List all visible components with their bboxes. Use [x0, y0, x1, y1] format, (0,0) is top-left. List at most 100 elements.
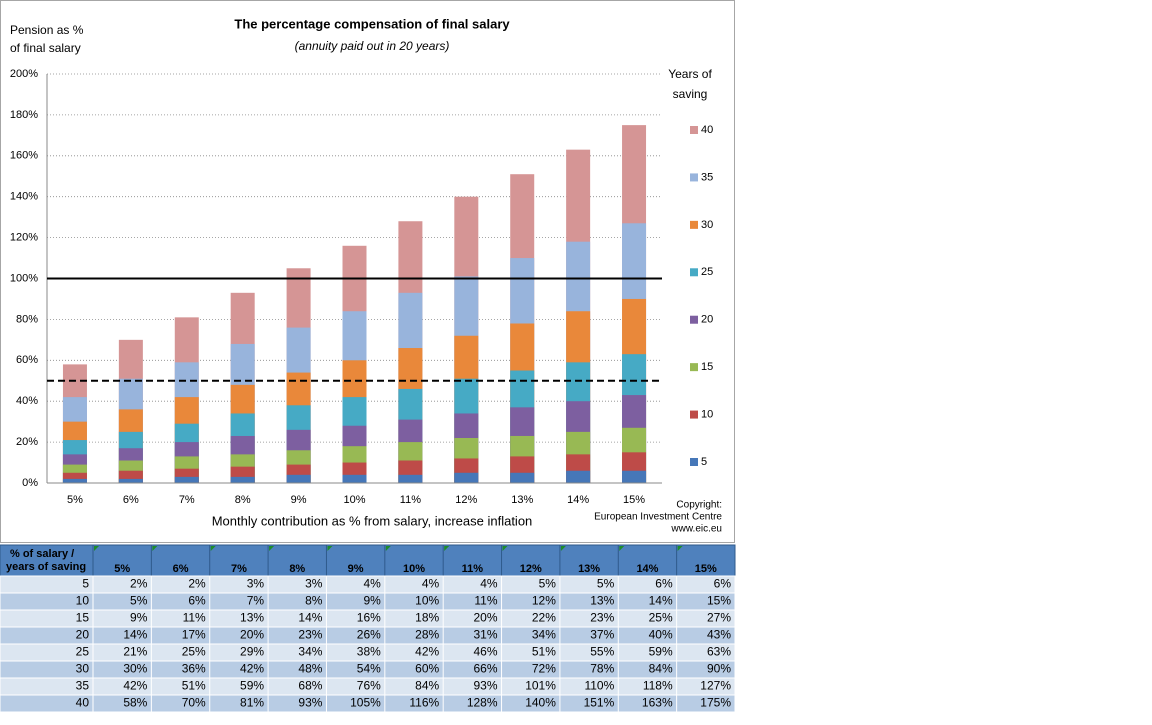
table-cell: 14% [649, 594, 673, 608]
table-cell: 13% [240, 611, 264, 625]
table-cell: 105% [350, 696, 381, 710]
table-col-header: 5% [114, 563, 130, 575]
table-cell: 93% [298, 696, 322, 710]
table-cell: 31% [474, 628, 498, 642]
cell-marker [210, 546, 216, 551]
table-cell: 5% [539, 577, 557, 591]
table-col-header: 7% [231, 563, 247, 575]
legend-label: 10 [701, 408, 713, 420]
legend-label: 25 [701, 266, 713, 278]
table-row-header: 30 [76, 662, 90, 676]
table-cell: 5% [130, 594, 148, 608]
table-cell: 12% [532, 594, 556, 608]
table-cell: 90% [707, 662, 731, 676]
bar [398, 474, 423, 483]
x-tick-label: 9% [291, 494, 307, 506]
bar [118, 478, 143, 483]
table-cell: 29% [240, 645, 264, 659]
cell-marker [327, 546, 333, 551]
table-cell: 23% [298, 628, 322, 642]
table-cell: 37% [590, 628, 614, 642]
y-axis-label: Pension as % [10, 23, 84, 37]
x-axis-label: Monthly contribution as % from salary, i… [212, 513, 533, 528]
table-cell: 68% [298, 679, 322, 693]
table-cell: 58% [123, 696, 147, 710]
chart-subtitle: (annuity paid out in 20 years) [295, 39, 450, 53]
table-col-header: 11% [462, 563, 484, 575]
table-cell: 13% [590, 594, 614, 608]
table-cell: 3% [247, 577, 265, 591]
x-tick-label: 8% [235, 494, 251, 506]
table-row-header: 40 [76, 696, 90, 710]
table-cell: 25% [649, 611, 673, 625]
table-cell: 25% [182, 645, 206, 659]
table-cell: 81% [240, 696, 264, 710]
table-corner: years of saving [6, 561, 86, 573]
legend-label: 5 [701, 456, 707, 468]
table-cell: 48% [298, 662, 322, 676]
table-cell: 72% [532, 662, 556, 676]
table-cell: 20% [474, 611, 498, 625]
table-col-header: 8% [289, 563, 305, 575]
table-row-bg [0, 694, 736, 713]
x-tick-label: 10% [343, 494, 365, 506]
x-tick-label: 15% [623, 494, 645, 506]
table-cell: 4% [363, 577, 381, 591]
table-cell: 78% [590, 662, 614, 676]
table-cell: 14% [123, 628, 147, 642]
table-cell: 42% [123, 679, 147, 693]
table-cell: 59% [240, 679, 264, 693]
table-cell: 23% [590, 611, 614, 625]
legend-swatch [690, 315, 698, 324]
bar [286, 474, 311, 483]
legend-title: Years of [668, 67, 712, 81]
table-cell: 118% [643, 679, 673, 693]
cell-marker [269, 546, 275, 551]
y-tick-label: 100% [10, 272, 38, 284]
table-cell: 116% [409, 696, 439, 710]
y-tick-label: 140% [10, 191, 38, 203]
table-cell: 128% [467, 696, 498, 710]
table-cell: 175% [700, 696, 731, 710]
y-tick-label: 60% [16, 354, 38, 366]
table-cell: 59% [649, 645, 673, 659]
table-cell: 140% [525, 696, 556, 710]
table-cell: 30% [123, 662, 147, 676]
table-col-header: 15% [695, 563, 717, 575]
table-cell: 6% [188, 594, 206, 608]
y-tick-label: 160% [10, 150, 38, 162]
legend-swatch [690, 410, 698, 419]
legend-label: 40 [701, 124, 713, 136]
bar [62, 478, 87, 483]
y-tick-label: 200% [10, 68, 38, 80]
table-cell: 11% [474, 594, 497, 608]
legend-swatch [690, 268, 698, 277]
chart-title: The percentage compensation of final sal… [234, 16, 510, 31]
table-cell: 14% [298, 611, 322, 625]
table-cell: 22% [532, 611, 556, 625]
table-cell: 17% [182, 628, 206, 642]
table-cell: 42% [240, 662, 264, 676]
y-tick-label: 180% [10, 109, 38, 121]
table-cell: 151% [584, 696, 615, 710]
cell-marker [94, 546, 99, 551]
x-tick-label: 13% [511, 494, 533, 506]
cell-marker [385, 546, 391, 551]
table-row-header: 35 [76, 679, 90, 693]
legend-label: 35 [701, 171, 713, 183]
table-cell: 20% [240, 628, 264, 642]
y-tick-label: 120% [10, 232, 38, 244]
table-cell: 9% [363, 594, 381, 608]
table-cell: 76% [357, 679, 381, 693]
cell-marker [677, 546, 683, 551]
table-cell: 11% [183, 611, 206, 625]
legend-swatch [690, 363, 698, 372]
bar [622, 470, 647, 483]
table-row-header: 15 [76, 611, 90, 625]
y-tick-label: 20% [16, 436, 38, 448]
table-col-header: 6% [173, 563, 189, 575]
table-cell: 27% [707, 611, 731, 625]
table-cell: 18% [415, 611, 439, 625]
table-cell: 46% [474, 645, 498, 659]
